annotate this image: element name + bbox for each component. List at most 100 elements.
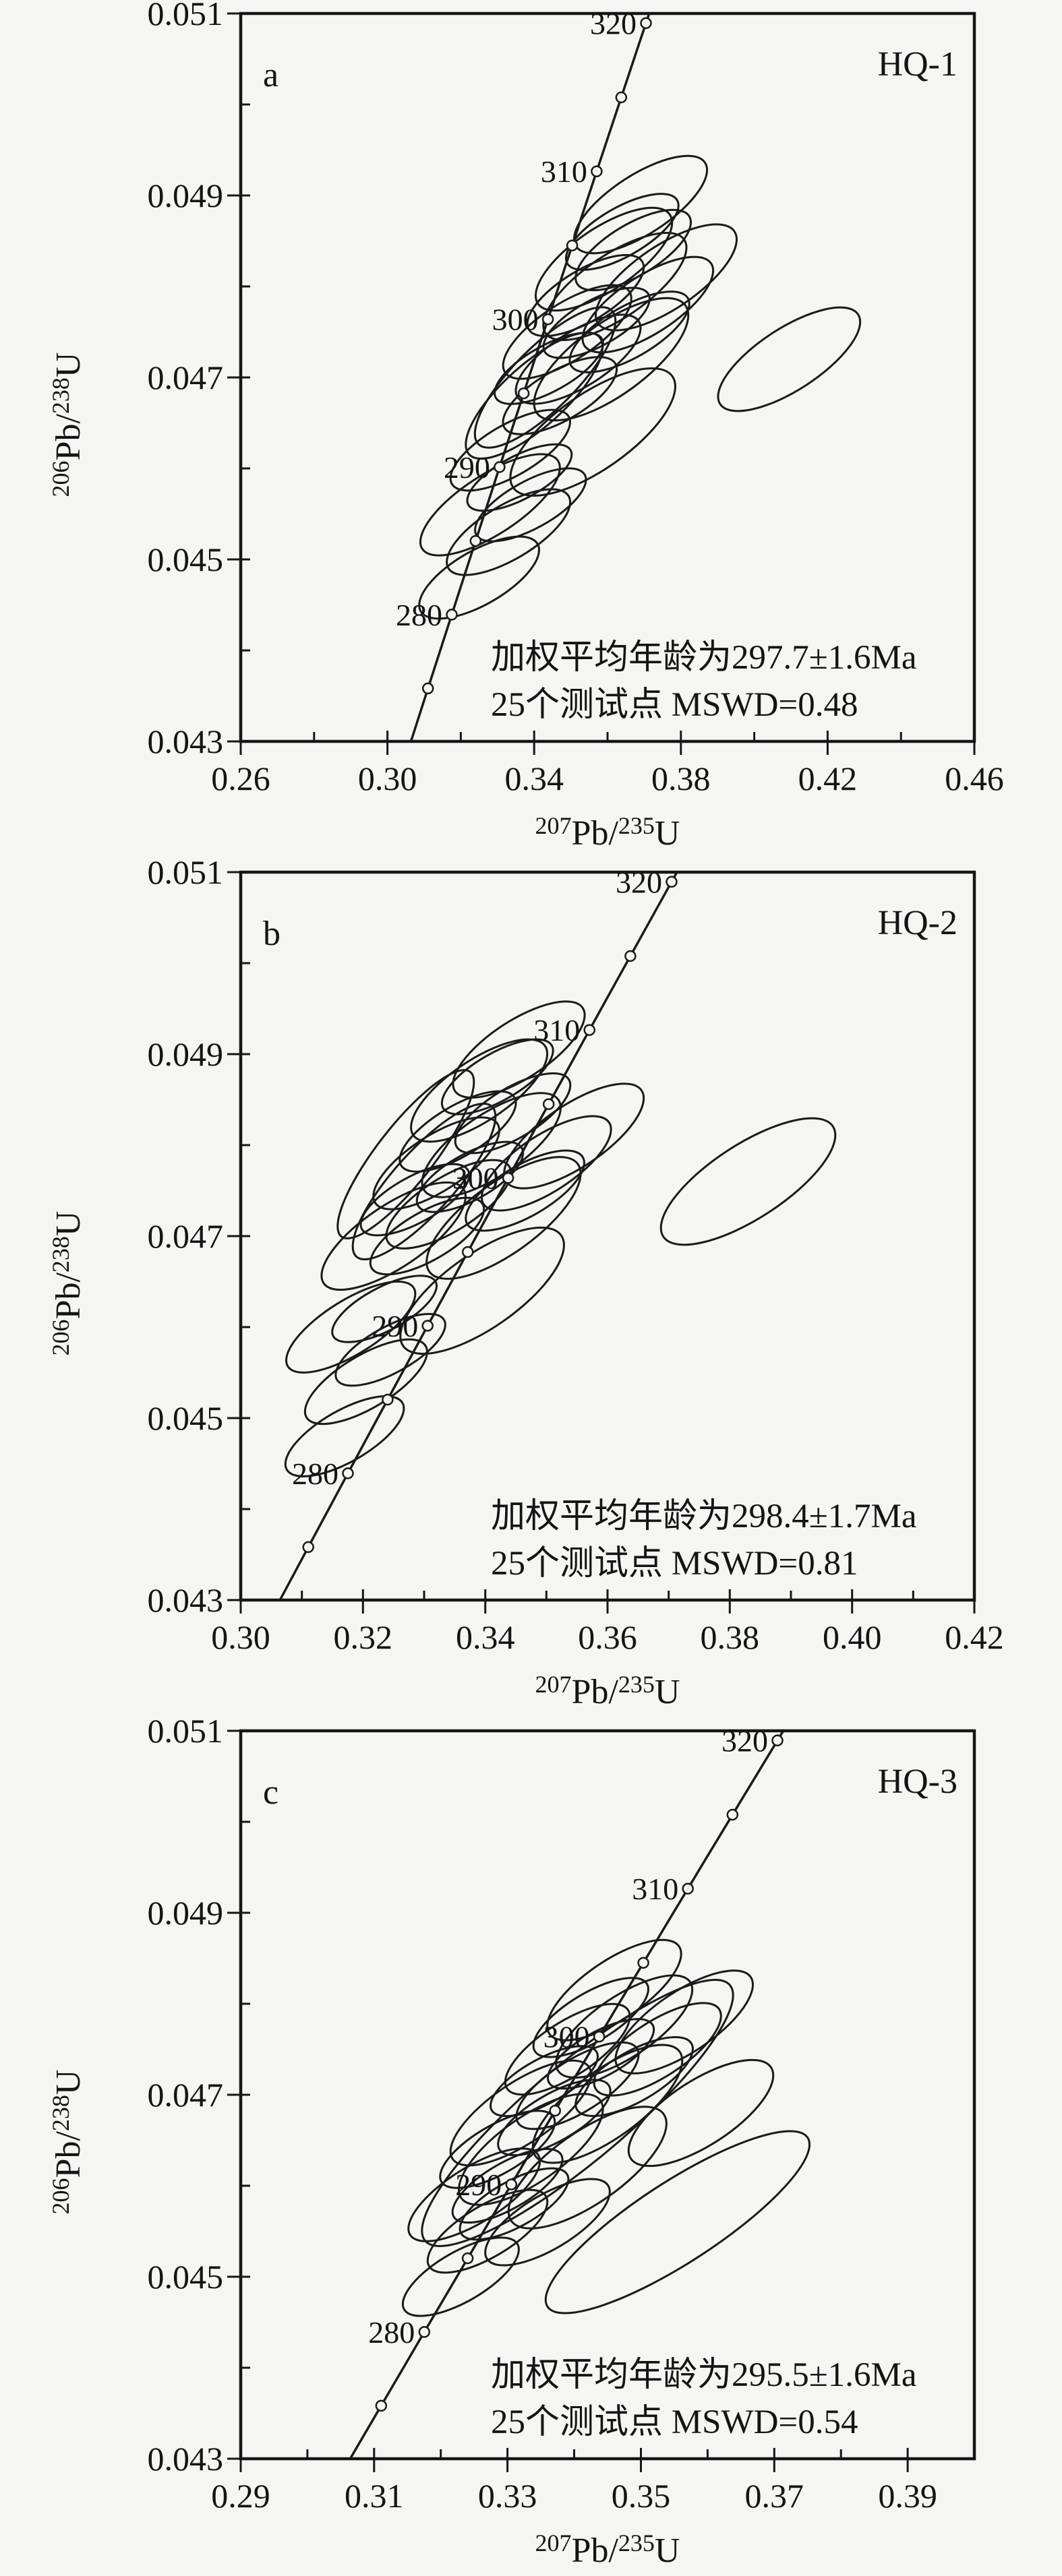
concordia-age-marker xyxy=(421,1320,434,1332)
y-axis-title: 206Pb/238U xyxy=(47,2070,88,2215)
concordia-age-marker xyxy=(494,461,506,473)
error-ellipse xyxy=(627,2058,775,2168)
concordia-age-marker xyxy=(682,1882,694,1895)
x-tick-label: 0.42 xyxy=(945,1618,1004,1656)
concordia-panel-b-svg: 0.30 0.32 0.34 0.36 0.38 0.40 0.42 0.043 0.045 0.… xyxy=(47,859,1004,1711)
mswd-annotation: 25个测试点 MSWD=0.81 xyxy=(491,1545,858,1583)
y-axis-title: 206Pb/238U xyxy=(47,1211,88,1356)
concordia-age-label: 300 xyxy=(452,1161,499,1196)
concordia-age-label: 280 xyxy=(368,2315,415,2350)
concordia-age-marker xyxy=(771,1734,784,1747)
concordia-age-marker xyxy=(549,2104,561,2117)
error-ellipse xyxy=(614,1969,755,2075)
concordia-age-label: 290 xyxy=(444,450,490,485)
weighted-age-annotation: 加权平均年龄为297.7±1.6Ma xyxy=(491,639,916,677)
concordia-age-marker xyxy=(446,609,458,621)
concordia-line xyxy=(409,13,652,741)
y-axis-title: 206Pb/238U xyxy=(47,352,88,497)
error-ellipse xyxy=(544,2130,811,2314)
plot-frame xyxy=(239,11,976,743)
error-ellipses xyxy=(401,1938,811,2317)
concordia-age-marker xyxy=(640,17,652,30)
sample-label: HQ-3 xyxy=(878,1762,957,1801)
x-tick-label: 0.36 xyxy=(578,1618,637,1656)
x-axis-title: 207Pb/235U xyxy=(535,1671,680,1711)
x-tick-label: 0.37 xyxy=(745,2477,804,2515)
x-tick-label: 0.34 xyxy=(456,1618,515,1656)
y-tick-label: 0.051 xyxy=(148,0,224,32)
mswd-annotation: 25个测试点 MSWD=0.54 xyxy=(491,2403,858,2441)
error-ellipse xyxy=(484,2178,611,2267)
error-ellipse xyxy=(336,1069,475,1239)
error-ellipse xyxy=(531,2044,684,2164)
x-tick-label: 0.30 xyxy=(358,760,417,797)
panel-letter: a xyxy=(263,56,278,94)
y-tick-label: 0.049 xyxy=(148,1894,224,1932)
concordia-age-marker xyxy=(591,165,603,177)
concordia-age-marker xyxy=(505,2178,518,2190)
concordia-line xyxy=(278,872,678,1600)
error-ellipse xyxy=(515,2041,640,2130)
error-ellipse xyxy=(459,2167,570,2241)
svg-text:207Pb/235U: 207Pb/235U xyxy=(535,2529,680,2570)
mswd-annotation: 25个测试点 MSWD=0.48 xyxy=(491,686,858,724)
concordia-age-marker xyxy=(469,534,482,547)
error-ellipse xyxy=(466,443,573,512)
y-tick-label: 0.045 xyxy=(148,541,224,578)
error-ellipse xyxy=(504,2002,631,2096)
error-ellipse xyxy=(555,1974,694,2079)
concordia-age-marker xyxy=(593,2030,606,2043)
error-ellipse xyxy=(509,367,676,497)
weighted-age-annotation: 加权平均年龄为295.5±1.6Ma xyxy=(491,2356,916,2394)
error-ellipse xyxy=(473,306,617,449)
error-ellipse xyxy=(359,1163,471,1237)
error-ellipse xyxy=(303,1338,428,1425)
error-ellipse xyxy=(334,1312,446,1387)
x-tick-label: 0.30 xyxy=(211,1618,270,1656)
concordia-age-label: 280 xyxy=(292,1456,338,1491)
error-ellipse xyxy=(514,313,642,405)
error-ellipse xyxy=(593,2002,722,2097)
error-ellipse xyxy=(421,1979,734,2247)
y-tick-label: 0.047 xyxy=(148,1217,224,1255)
x-tick-label: 0.39 xyxy=(878,2477,937,2515)
x-tick-label: 0.26 xyxy=(211,760,270,797)
concordia-age-marker xyxy=(666,876,678,888)
x-tick-label: 0.29 xyxy=(211,2477,270,2515)
error-ellipse xyxy=(526,253,645,338)
x-axis-title: 207Pb/235U xyxy=(535,2529,680,2570)
error-ellipse xyxy=(440,1038,554,1115)
concordia-age-label: 300 xyxy=(492,303,539,337)
y-tick-label: 0.047 xyxy=(148,2076,224,2114)
concordia-panel-c-svg: 0.29 0.31 0.33 0.35 0.37 0.39 0.043 0.045 0.047 0… xyxy=(47,1717,976,2570)
sample-label: HQ-1 xyxy=(878,45,957,84)
error-ellipse xyxy=(451,2147,564,2224)
concordia-age-label: 310 xyxy=(632,1872,678,1906)
concordia-panel-b: 0.30 0.32 0.34 0.36 0.38 0.40 0.42 0.043 0.045 0.… xyxy=(0,859,1062,1717)
concordia-age-marker xyxy=(566,239,579,251)
concordia-age-marker xyxy=(637,1957,649,1969)
concordia-age-marker xyxy=(542,1098,555,1110)
x-tick-label: 0.38 xyxy=(701,1618,760,1656)
concordia-age-marker xyxy=(726,1808,739,1821)
concordia-age-marker xyxy=(583,1024,595,1036)
concordia-age-marker xyxy=(502,1171,514,1184)
concordia-age-marker xyxy=(302,1541,314,1554)
error-ellipse xyxy=(285,1281,417,1374)
y-tick-label: 0.043 xyxy=(148,1581,224,1619)
y-tick-label: 0.049 xyxy=(148,177,224,214)
axis-ticks xyxy=(227,871,976,1614)
concordia-age-label: 320 xyxy=(616,865,662,899)
svg-text:207Pb/235U: 207Pb/235U xyxy=(535,812,680,853)
error-ellipse xyxy=(594,223,738,332)
concordia-age-marker xyxy=(461,1246,474,1258)
error-ellipse xyxy=(717,306,862,412)
concordia-age-marker xyxy=(418,2326,431,2338)
concordia-age-marker xyxy=(375,2399,388,2412)
x-tick-label: 0.34 xyxy=(504,760,564,797)
y-tick-label: 0.051 xyxy=(148,1717,224,1750)
concordia-panel-a: 0.26 0.30 0.34 0.38 0.42 0.46 0.043 0.045 0.047 0… xyxy=(0,0,1062,859)
y-tick-label: 0.045 xyxy=(148,2258,224,2296)
concordia-age-label: 320 xyxy=(590,6,637,40)
